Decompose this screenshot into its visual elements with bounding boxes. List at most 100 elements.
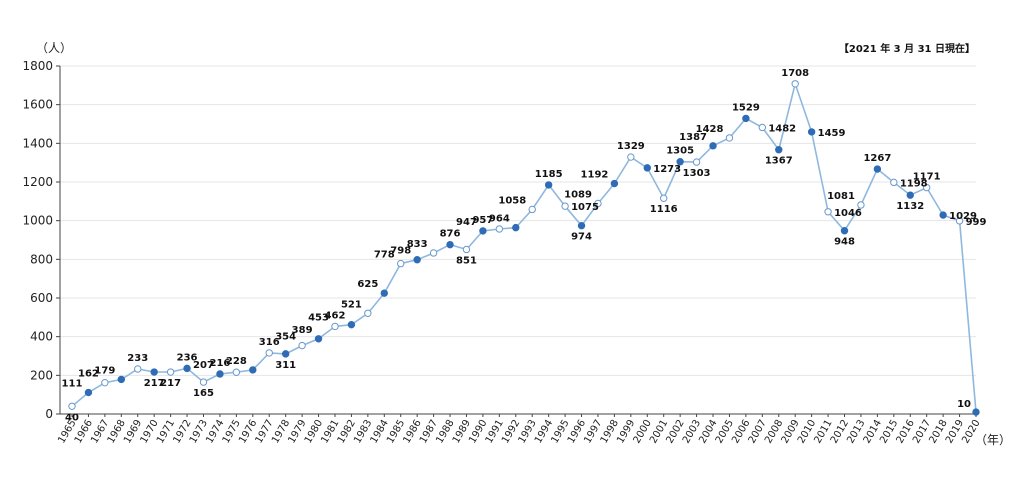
data-label: 778 bbox=[374, 250, 395, 261]
data-label: 233 bbox=[127, 353, 148, 364]
data-label: 1303 bbox=[683, 168, 711, 179]
as-of-date-note: 【2021 年 3 月 31 日現在】 bbox=[839, 42, 975, 55]
data-label: 1529 bbox=[732, 102, 760, 113]
data-label: 1185 bbox=[535, 169, 563, 180]
data-label: 207 bbox=[193, 360, 214, 371]
data-point-filled bbox=[183, 364, 191, 373]
data-point-open bbox=[101, 378, 109, 387]
data-label: 1267 bbox=[863, 153, 891, 164]
data-point-filled bbox=[643, 164, 651, 172]
data-point-open bbox=[462, 245, 471, 254]
data-point-filled bbox=[840, 227, 849, 235]
data-point-open bbox=[627, 153, 635, 161]
data-point-filled bbox=[380, 289, 388, 297]
data-point-open bbox=[824, 208, 832, 216]
data-point-open bbox=[594, 199, 602, 208]
data-point-open bbox=[857, 201, 865, 209]
data-point-filled bbox=[117, 375, 126, 384]
data-label: 1081 bbox=[827, 191, 855, 202]
data-point-open bbox=[134, 365, 142, 373]
data-point-open bbox=[166, 368, 175, 376]
data-point-open bbox=[758, 123, 767, 132]
data-point-open bbox=[561, 202, 569, 210]
data-label: 1058 bbox=[498, 195, 526, 206]
data-point-open bbox=[68, 402, 76, 410]
data-label: 1116 bbox=[650, 204, 678, 215]
data-point-filled bbox=[249, 366, 257, 374]
grid-lines bbox=[60, 65, 976, 376]
data-point-filled bbox=[216, 370, 224, 378]
data-label: 1367 bbox=[765, 156, 793, 167]
data-point-filled bbox=[873, 165, 882, 173]
data-points bbox=[68, 80, 980, 416]
data-label: 162 bbox=[78, 369, 99, 380]
data-label: 236 bbox=[177, 352, 198, 363]
data-point-open bbox=[725, 134, 734, 142]
y-axis-unit-label: （人） bbox=[36, 41, 72, 55]
data-label: 798 bbox=[390, 246, 411, 257]
data-label: 1046 bbox=[834, 208, 862, 219]
data-label: 974 bbox=[571, 232, 592, 243]
data-point-filled bbox=[479, 227, 487, 235]
data-point-filled bbox=[610, 179, 619, 188]
data-label: 389 bbox=[292, 325, 313, 336]
data-label: 217 bbox=[144, 378, 165, 389]
x-axis-unit-label: （年） bbox=[975, 433, 1011, 447]
x-axis-ticks: 1965196619671968196919701971197219731974… bbox=[56, 414, 983, 446]
data-point-open bbox=[692, 158, 701, 166]
data-label: 1132 bbox=[896, 201, 924, 212]
data-point-open bbox=[890, 178, 898, 187]
data-label: 1428 bbox=[696, 124, 724, 135]
data-label: 311 bbox=[275, 360, 296, 371]
data-point-open bbox=[791, 80, 799, 88]
data-label: 948 bbox=[834, 237, 855, 248]
y-tick-label: 800 bbox=[30, 252, 53, 266]
data-point-open bbox=[199, 378, 208, 386]
data-label: 1387 bbox=[679, 132, 707, 143]
data-label: 1089 bbox=[564, 189, 592, 200]
data-label: 1171 bbox=[913, 172, 941, 183]
data-point-open bbox=[265, 349, 273, 357]
data-point-filled bbox=[347, 320, 356, 329]
data-point-open bbox=[528, 205, 536, 214]
data-point-filled bbox=[544, 181, 553, 189]
y-tick-label: 1800 bbox=[22, 59, 53, 73]
data-label: 462 bbox=[325, 311, 346, 322]
data-label: 964 bbox=[489, 214, 510, 225]
data-label: 521 bbox=[341, 299, 362, 310]
data-label: 10 bbox=[957, 399, 971, 410]
data-label: 851 bbox=[456, 255, 477, 266]
data-label: 1305 bbox=[666, 146, 694, 157]
data-label: 316 bbox=[259, 337, 280, 348]
y-tick-label: 200 bbox=[30, 368, 53, 382]
data-label: 625 bbox=[357, 279, 378, 290]
data-point-filled bbox=[150, 368, 158, 376]
data-label: 1708 bbox=[781, 68, 809, 79]
y-tick-label: 0 bbox=[45, 407, 53, 421]
data-point-filled bbox=[413, 256, 421, 264]
data-point-open bbox=[955, 217, 964, 225]
y-tick-label: 400 bbox=[30, 330, 53, 344]
data-label: 1075 bbox=[571, 202, 599, 213]
data-label: 216 bbox=[209, 358, 230, 369]
data-point-filled bbox=[775, 146, 783, 154]
data-point-filled bbox=[281, 350, 290, 358]
data-label: 1273 bbox=[653, 164, 681, 175]
y-tick-label: 600 bbox=[30, 291, 53, 305]
data-point-filled bbox=[446, 240, 454, 249]
y-tick-label: 1200 bbox=[22, 175, 53, 189]
data-label: 354 bbox=[275, 332, 296, 343]
y-tick-label: 1000 bbox=[22, 214, 53, 228]
data-label: 947 bbox=[456, 217, 477, 228]
data-label: 876 bbox=[440, 229, 461, 240]
y-axis-ticks: 0 200 400 600 800 1000 1200 1400 1600 1800 bbox=[22, 59, 60, 421]
y-tick-label: 1600 bbox=[22, 98, 53, 112]
data-label: 1482 bbox=[768, 123, 796, 134]
data-point-filled bbox=[972, 408, 980, 416]
data-point-open bbox=[660, 194, 668, 202]
data-label: 1329 bbox=[617, 141, 645, 152]
data-point-filled bbox=[906, 191, 914, 199]
data-label: 833 bbox=[407, 239, 428, 250]
data-point-open bbox=[495, 225, 504, 233]
